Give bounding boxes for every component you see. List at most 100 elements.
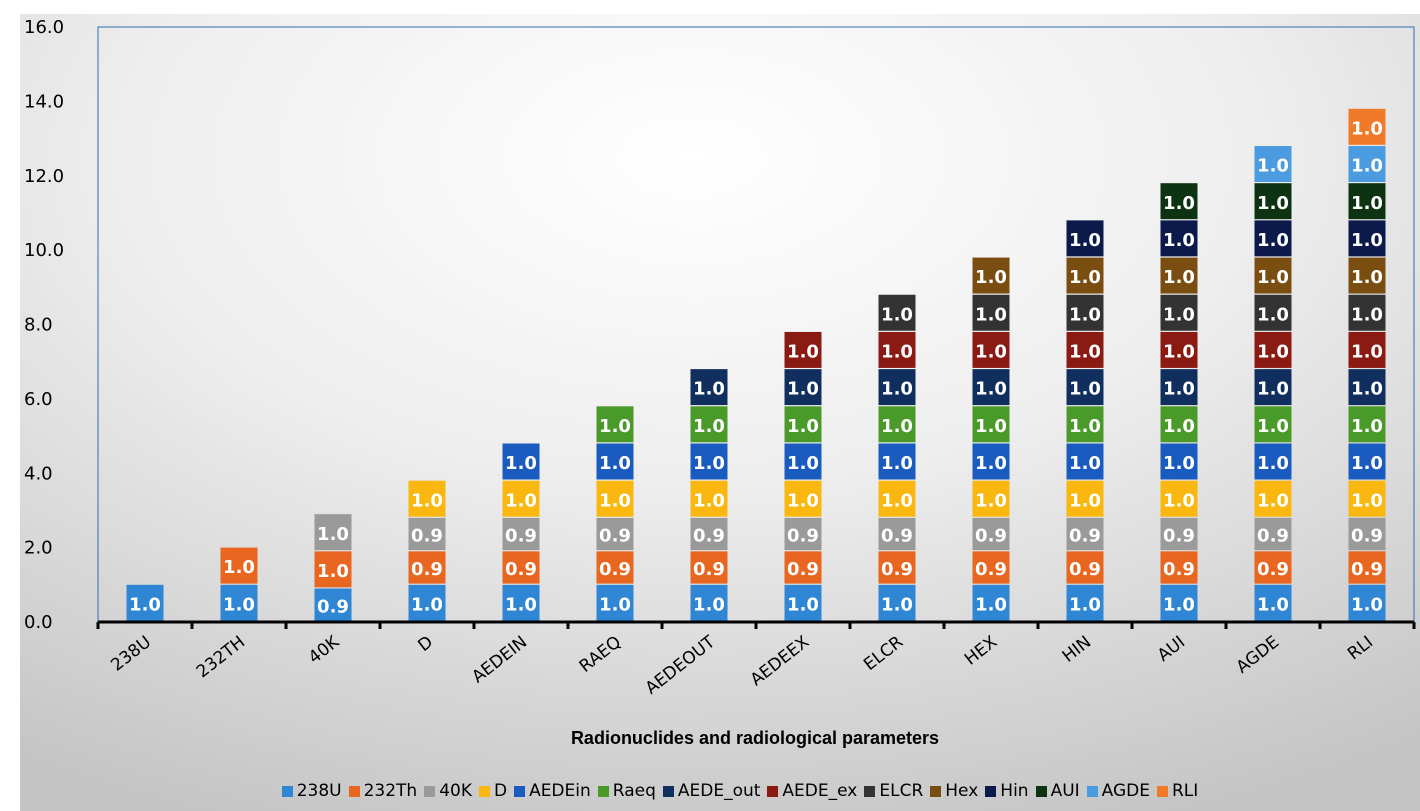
bar-segment [596, 480, 634, 517]
bar-segment [784, 331, 822, 368]
bar-segment [972, 551, 1010, 584]
legend-label: AEDEin [529, 781, 591, 801]
legend-swatch [478, 785, 490, 797]
legend-label: ELCR [879, 781, 924, 801]
data-label: 1.0 [1351, 118, 1383, 139]
bar-segment [1066, 443, 1104, 480]
bar-segment [1348, 480, 1386, 517]
bar-segment [1066, 369, 1104, 406]
legend-swatch [985, 785, 997, 797]
bar-segment [878, 584, 916, 621]
data-label: 1.0 [1257, 594, 1289, 615]
data-label: 1.0 [129, 594, 161, 615]
bar-segment [972, 294, 1010, 331]
data-label: 0.9 [787, 526, 819, 547]
legend-item: AUI [1035, 781, 1080, 801]
bar-segment [220, 547, 258, 584]
bar-segment [972, 584, 1010, 621]
data-label: 1.0 [1351, 416, 1383, 437]
bar-segment [1254, 443, 1292, 480]
data-label: 1.0 [1163, 342, 1195, 363]
data-label: 1.0 [1351, 594, 1383, 615]
data-label: 0.9 [693, 526, 725, 547]
data-label: 1.0 [881, 416, 913, 437]
bar-segment [1066, 257, 1104, 294]
bar-segment [1254, 551, 1292, 584]
bar-segment [408, 551, 446, 584]
y-tick-label: 4.0 [24, 463, 53, 484]
data-label: 1.0 [787, 453, 819, 474]
y-axis-ticks: 0.0 2.0 4.0 6.0 8.0 10.0 12.0 14.0 16.0 [24, 17, 64, 633]
data-label: 0.9 [881, 526, 913, 547]
data-label: 1.0 [693, 490, 725, 511]
bar-segment [596, 406, 634, 443]
bar-segment [1066, 551, 1104, 584]
data-label: 1.0 [1351, 342, 1383, 363]
data-label: 1.0 [1257, 304, 1289, 325]
bar-segment [1160, 257, 1198, 294]
data-label: 1.0 [787, 490, 819, 511]
bar-segment [596, 443, 634, 480]
bar-segment [1254, 517, 1292, 551]
data-label: 1.0 [1163, 193, 1195, 214]
data-label: 0.9 [1257, 559, 1289, 580]
data-label: 1.0 [1257, 156, 1289, 177]
bar-segment [1066, 517, 1104, 551]
bar-segment [1160, 443, 1198, 480]
data-label: 0.9 [1069, 559, 1101, 580]
data-label: 1.0 [881, 304, 913, 325]
data-label: 0.9 [1257, 526, 1289, 547]
legend-swatch [864, 785, 876, 797]
data-label: 1.0 [1351, 267, 1383, 288]
data-label: 1.0 [317, 524, 349, 545]
bar-segment [1348, 406, 1386, 443]
bar-segment [972, 443, 1010, 480]
bar-segment [1066, 480, 1104, 517]
bar-segment [1348, 294, 1386, 331]
bar-segment [1348, 584, 1386, 621]
bar-segment [502, 517, 540, 551]
data-label: 1.0 [1069, 379, 1101, 400]
data-label: 1.0 [1069, 304, 1101, 325]
data-label: 1.0 [505, 453, 537, 474]
bar-segment [1254, 584, 1292, 621]
bar-segment [596, 517, 634, 551]
data-label: 1.0 [881, 379, 913, 400]
legend-swatch [514, 785, 526, 797]
data-label: 0.9 [411, 526, 443, 547]
data-label: 1.0 [505, 594, 537, 615]
data-label: 1.0 [975, 594, 1007, 615]
data-label: 0.9 [505, 526, 537, 547]
legend-item: AEDEin [514, 781, 591, 801]
y-tick-label: 14.0 [24, 91, 64, 112]
bar-segment [220, 584, 258, 621]
bar-segment [502, 584, 540, 621]
legend-swatch [1157, 785, 1168, 797]
data-label: 1.0 [787, 594, 819, 615]
data-label: 0.9 [787, 559, 819, 580]
bar-segment [1160, 406, 1198, 443]
bar-segment [1254, 480, 1292, 517]
data-label: 1.0 [1351, 193, 1383, 214]
bar-segment [1160, 517, 1198, 551]
bar-segment [784, 480, 822, 517]
data-label: 0.9 [693, 559, 725, 580]
bar-segment [408, 584, 446, 621]
bar-segment [972, 517, 1010, 551]
bar-segment [314, 514, 352, 551]
data-label: 1.0 [975, 379, 1007, 400]
data-label: 1.0 [1163, 304, 1195, 325]
bar-segment [1254, 406, 1292, 443]
legend-item: RLI [1157, 781, 1198, 801]
data-label: 1.0 [975, 342, 1007, 363]
legend-label: D [493, 781, 508, 801]
data-label: 1.0 [1257, 490, 1289, 511]
bar-segment [784, 406, 822, 443]
data-label: 1.0 [599, 416, 631, 437]
data-labels: 1.0 1.0 1.0 0.9 1.0 1.0 1.0 0.9 0.9 1.0 1.0 0.9 0.9 1… [129, 118, 1383, 617]
bar-segment [690, 551, 728, 584]
data-label: 1.0 [599, 453, 631, 474]
bar-segment [1254, 369, 1292, 406]
bar-segment [1066, 331, 1104, 368]
